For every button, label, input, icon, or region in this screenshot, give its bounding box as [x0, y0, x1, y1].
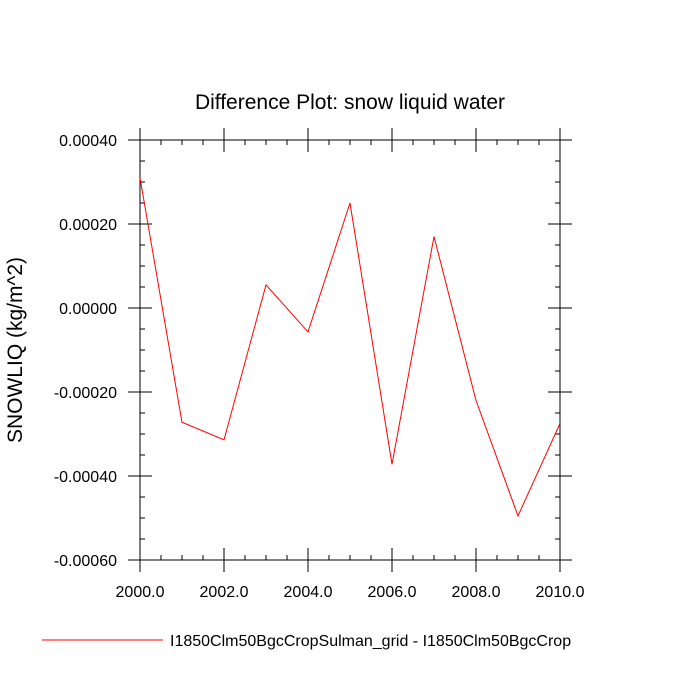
- y-tick-label: -0.00020: [54, 385, 117, 402]
- y-tick-labels: 0.00040 0.00020 0.00000 -0.00020 -0.00040 -0.…: [54, 133, 117, 570]
- x-tick-label: 2006.0: [368, 584, 417, 601]
- y-tick-label: 0.00000: [59, 301, 117, 318]
- y-tick-label: 0.00020: [59, 217, 117, 234]
- legend: I1850Clm50BgcCropSulman_grid - I1850Clm5…: [42, 633, 571, 650]
- x-tick-label: 2004.0: [284, 584, 333, 601]
- y-tick-label: -0.00040: [54, 469, 117, 486]
- y-tick-label: -0.00060: [54, 553, 117, 570]
- x-tick-labels: 2000.0 2002.0 2004.0 2006.0 2008.0 2010.0: [116, 584, 585, 601]
- x-tick-label: 2010.0: [536, 584, 585, 601]
- x-tick-label: 2008.0: [452, 584, 501, 601]
- series-line: [139, 177, 561, 518]
- y-axis-label: SNOWLIQ (kg/m^2): [4, 257, 27, 443]
- axis-ticks: [128, 128, 572, 572]
- y-tick-label: 0.00040: [59, 133, 117, 150]
- chart-title: Difference Plot: snow liquid water: [195, 91, 505, 114]
- series-layer: [139, 177, 561, 518]
- x-tick-label: 2002.0: [200, 584, 249, 601]
- legend-label: I1850Clm50BgcCropSulman_grid - I1850Clm5…: [170, 633, 571, 650]
- x-tick-label: 2000.0: [116, 584, 165, 601]
